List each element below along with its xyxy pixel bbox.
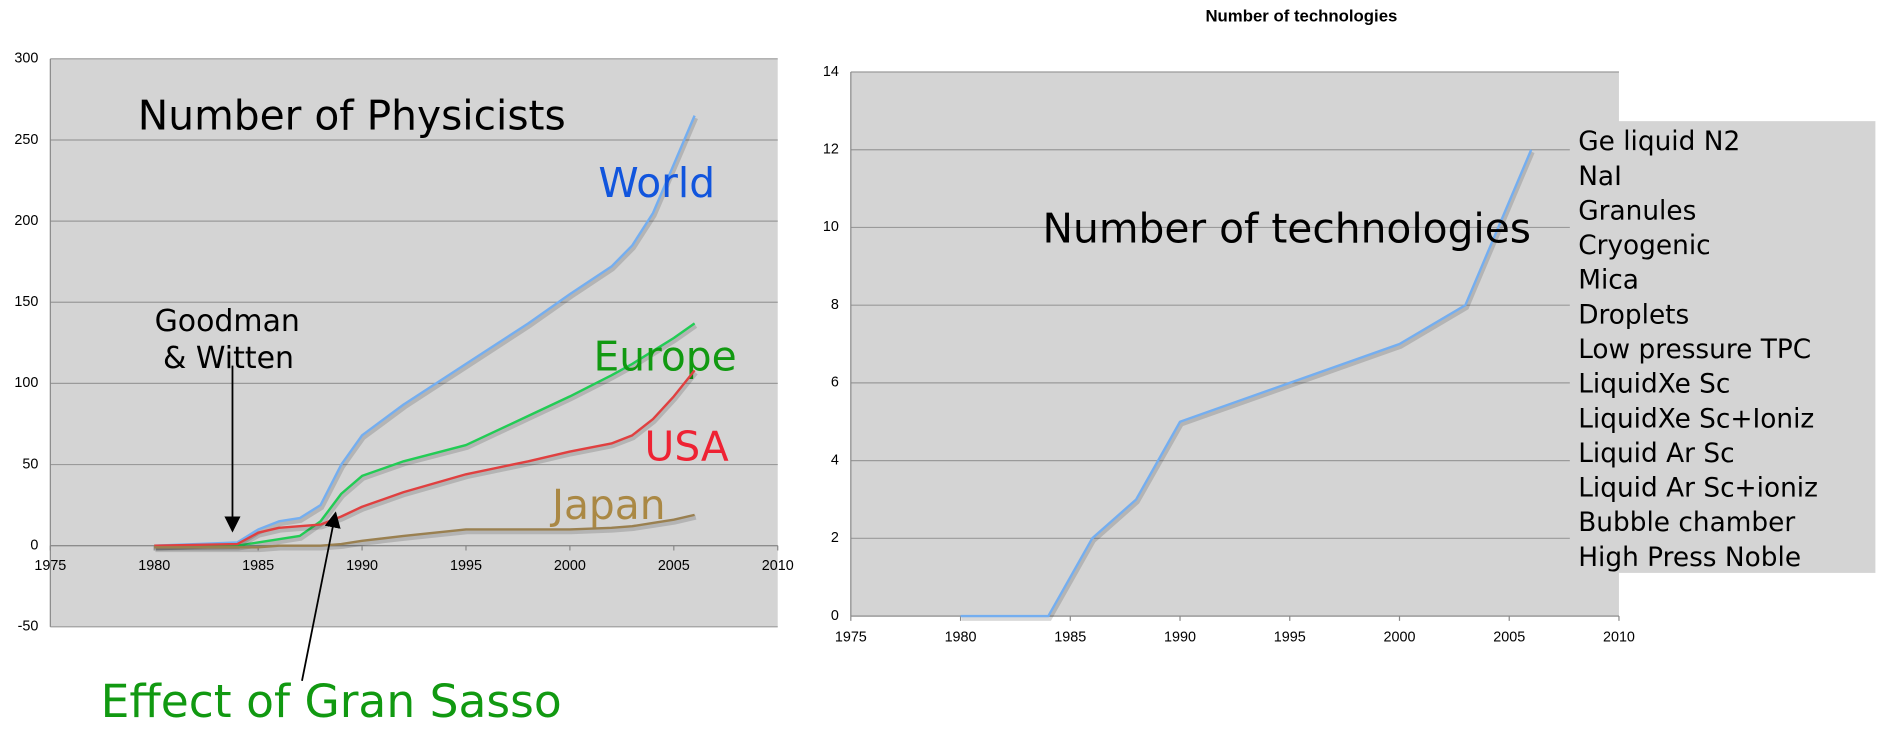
x-tick-label: 1975: [835, 629, 867, 645]
technology: Granules: [1578, 196, 1696, 226]
technology: Cryogenic: [1578, 231, 1710, 261]
series-label: Europe: [593, 333, 736, 381]
line-shadow: [961, 151, 1535, 621]
x-tick-label: 1985: [242, 558, 274, 574]
arrow: [301, 511, 341, 681]
line: [960, 149, 1533, 618]
x-tick-label: 1980: [945, 629, 977, 645]
technology: Low pressure TPC: [1578, 335, 1811, 365]
y-tick-label: 100: [14, 375, 38, 391]
series-label: Japan: [549, 481, 666, 529]
y-tick-label: 250: [14, 132, 38, 148]
y-tick-label: -50: [18, 619, 39, 635]
x-tick-label: 2000: [1384, 629, 1416, 645]
tech-list: Ge liquid N2 NaI Granules Cryogenic Mica Drop…: [1578, 127, 1818, 573]
line-shadow: [155, 514, 697, 553]
technology: Liquid Ar Sc+ioniz: [1578, 474, 1818, 504]
y-tick-label: 14: [823, 64, 839, 80]
series-label: World: [598, 159, 715, 207]
annotation: Number of technologies: [1043, 204, 1531, 252]
technology: NaI: [1578, 162, 1622, 192]
technology: Liquid Ar Sc: [1578, 439, 1734, 469]
line: [154, 369, 696, 547]
line: [154, 115, 696, 547]
annotation: Effect of Gran Sasso: [101, 675, 562, 728]
x-tick-label: 1975: [34, 558, 66, 574]
x-tick-label: 2005: [1493, 629, 1525, 645]
x-tick-label: 1985: [1054, 629, 1086, 645]
y-tick-label: 6: [831, 375, 839, 391]
y-tick-label: 150: [14, 294, 38, 310]
tech-box: [1569, 121, 1876, 573]
line-shadow: [155, 323, 698, 551]
y-tick-label: 0: [30, 537, 38, 553]
line-shadow: [155, 371, 698, 551]
technology: Bubble chamber: [1578, 508, 1795, 538]
x-tick-label: 2010: [1603, 629, 1635, 645]
x-tick-label: 1995: [1274, 629, 1306, 645]
plot-area: [50, 58, 778, 627]
x-tick-label: 1990: [346, 558, 378, 574]
y-tick-label: 2: [831, 530, 839, 546]
technology: High Press Noble: [1578, 543, 1801, 573]
y-tick-label: 300: [14, 51, 38, 67]
y-tick-label: 0: [831, 608, 839, 624]
chart-title: Number of technologies: [1205, 6, 1397, 25]
x-tick-label: 1995: [450, 558, 482, 574]
y-tick-label: 200: [14, 213, 38, 229]
line-shadow: [155, 117, 698, 551]
line: [154, 322, 696, 547]
technology: Droplets: [1578, 300, 1689, 330]
technology: LiquidXe Sc+Ioniz: [1578, 404, 1814, 434]
plot-area: [850, 72, 1619, 617]
x-tick-label: 2010: [762, 558, 794, 574]
y-tick-label: 8: [831, 297, 839, 313]
technology: Ge liquid N2: [1578, 127, 1740, 157]
y-tick-label: 4: [831, 452, 839, 468]
chart-title: Number of Physicists: [138, 92, 566, 140]
series-label: USA: [645, 422, 729, 470]
annotation: & Witten: [163, 341, 294, 376]
technology: LiquidXe Sc: [1578, 370, 1730, 400]
annotation: Goodman: [155, 304, 300, 339]
x-tick-label: 1980: [138, 558, 170, 574]
x-tick-label: 2005: [658, 558, 690, 574]
y-tick-label: 50: [22, 456, 38, 472]
technology: Mica: [1578, 266, 1639, 296]
x-tick-label: 2000: [554, 558, 586, 574]
y-tick-label: 10: [823, 219, 839, 235]
y-tick-label: 12: [823, 142, 839, 158]
x-tick-label: 1990: [1164, 629, 1196, 645]
line: [154, 513, 695, 549]
